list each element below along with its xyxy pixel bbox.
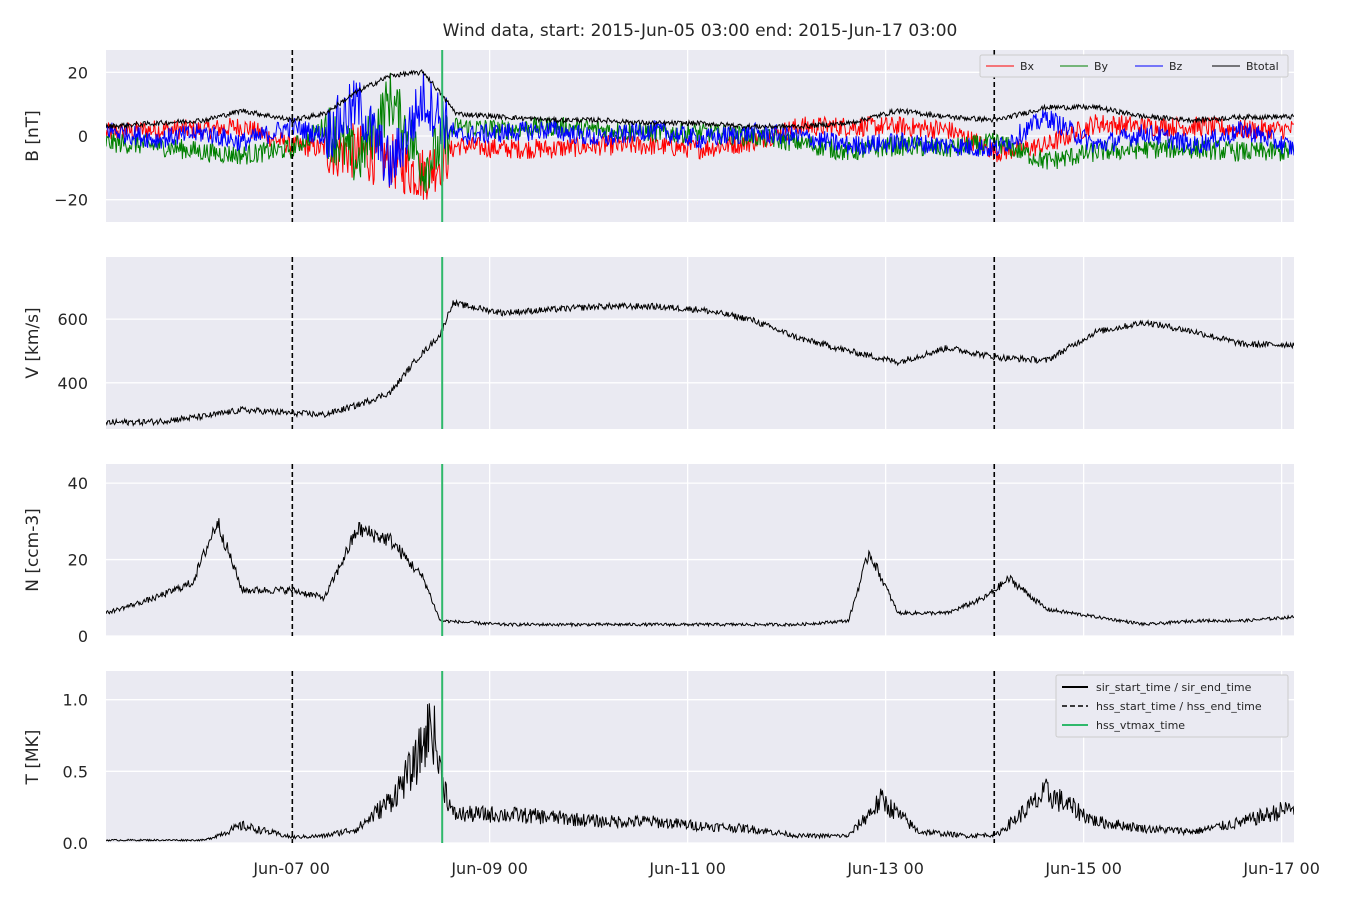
series-line-t <box>106 703 1294 842</box>
plot-area-v <box>106 257 1294 429</box>
legend-label-bz: Bz <box>1169 60 1183 73</box>
panel-velocity: V [km/s] 400 600 <box>23 257 1294 429</box>
series-line-n <box>106 518 1294 628</box>
y-tick-label: 400 <box>57 374 88 393</box>
y-tick-label: 1.0 <box>63 691 88 710</box>
x-tick-label: Jun-07 00 <box>252 859 330 878</box>
series-line-by <box>106 72 1294 194</box>
x-tick-label: Jun-17 00 <box>1242 859 1320 878</box>
legend-label-sir-start-time: sir_start_time / sir_end_time <box>1096 681 1252 694</box>
chart-title: Wind data, start: 2015-Jun-05 03:00 end:… <box>443 21 958 41</box>
y-tick-label: 40 <box>68 474 88 493</box>
series-line-bz <box>106 72 1294 187</box>
y-tick-label: 20 <box>68 551 88 570</box>
y-axis-label-b: B [nT] <box>23 110 43 162</box>
y-axis-label-n: N [ccm-3] <box>23 508 43 592</box>
legend-events-frame <box>1055 674 1289 738</box>
legend-b-components: Bx By Bz Btotal <box>979 54 1289 78</box>
legend-event-markers: sir_start_time / sir_end_time hss_start_t… <box>1055 674 1289 738</box>
x-tick-label: Jun-13 00 <box>846 859 924 878</box>
plot-area-n <box>106 464 1294 636</box>
y-tick-label: 0 <box>78 627 88 646</box>
legend-label-hss-vtmax-time: hss_vtmax_time <box>1096 719 1185 732</box>
x-tick-label: Jun-11 00 <box>648 859 726 878</box>
legend-label-btotal: Btotal <box>1246 60 1279 73</box>
legend-b-frame <box>979 54 1289 78</box>
y-axis-label-t: T [MK] <box>23 730 43 786</box>
y-tick-label: 0 <box>78 127 88 146</box>
x-axis-ticks: Jun-07 00 Jun-09 00 Jun-11 00 Jun-13 00 Jun-… <box>252 859 1320 878</box>
y-tick-label: −20 <box>54 191 88 210</box>
y-tick-label: 0.0 <box>63 834 88 853</box>
x-tick-label: Jun-09 00 <box>450 859 528 878</box>
series-line-v <box>106 298 1294 427</box>
legend-label-by: By <box>1094 60 1109 73</box>
panel-magnetic-field: B [nT] −20 0 20 <box>23 50 1294 222</box>
legend-label-hss-start-time: hss_start_time / hss_end_time <box>1096 700 1262 713</box>
panel-density: N [ccm-3] 0 20 40 <box>23 464 1294 646</box>
series-line-btotal <box>106 69 1294 131</box>
y-tick-label: 0.5 <box>63 762 88 781</box>
y-tick-label: 20 <box>68 63 88 82</box>
x-tick-label: Jun-15 00 <box>1044 859 1122 878</box>
y-axis-label-v: V [km/s] <box>23 307 43 378</box>
y-tick-label: 600 <box>57 310 88 329</box>
legend-label-bx: Bx <box>1020 60 1035 73</box>
